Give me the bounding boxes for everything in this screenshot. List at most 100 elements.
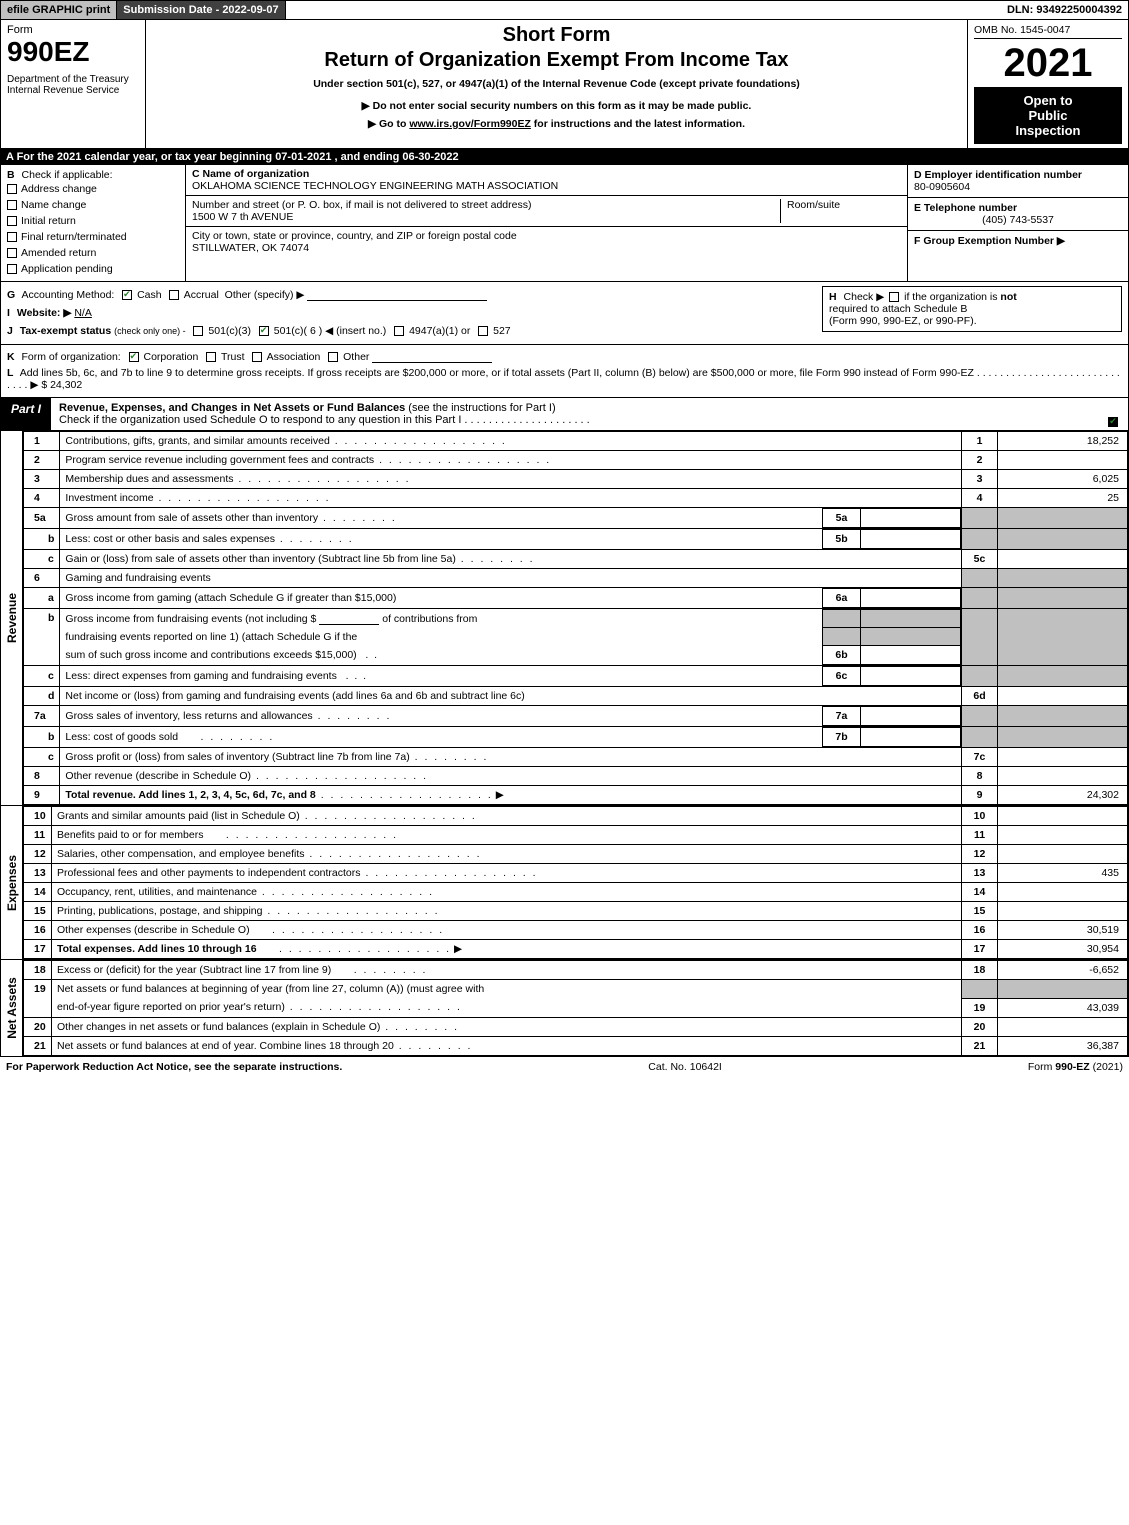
section-k-l: K Form of organization: Corporation Trus… — [0, 345, 1129, 398]
line-7c: cGross profit or (loss) from sales of in… — [24, 748, 1128, 767]
room-block: Room/suite — [781, 199, 901, 223]
expenses-gutter: Expenses — [1, 806, 23, 959]
schedule-o-check — [1098, 398, 1128, 430]
section-b-title: B Check if applicable: — [7, 169, 179, 181]
top-bar: efile GRAPHIC print Submission Date - 20… — [0, 0, 1129, 20]
city-block: City or town, state or province, country… — [186, 227, 907, 257]
org-name-block: C Name of organization OKLAHOMA SCIENCE … — [186, 165, 907, 196]
checkbox-icon[interactable] — [7, 264, 17, 274]
h-line3: (Form 990, 990-EZ, or 990-PF). — [829, 315, 977, 327]
section-d: D Employer identification number 80-0905… — [908, 165, 1128, 198]
expenses-table: 10Grants and similar amounts paid (list … — [23, 806, 1128, 959]
contributions-blank[interactable] — [319, 624, 379, 625]
section-a-bar: A For the 2021 calendar year, or tax yea… — [0, 149, 1129, 165]
check-address-change: Address change — [7, 181, 179, 197]
c-name-label: C Name of organization — [192, 168, 309, 180]
line-15: 15Printing, publications, postage, and s… — [24, 902, 1128, 921]
f-label: F Group Exemption Number ▶ — [914, 235, 1065, 247]
net-assets-gutter: Net Assets — [1, 960, 23, 1056]
line-14: 14Occupancy, rent, utilities, and mainte… — [24, 883, 1128, 902]
line-16: 16Other expenses (describe in Schedule O… — [24, 921, 1128, 940]
under-section-text: Under section 501(c), 527, or 4947(a)(1)… — [152, 78, 961, 90]
footer-right: Form 990-EZ (2021) — [1028, 1061, 1123, 1073]
revenue-section: Revenue 1Contributions, gifts, grants, a… — [0, 431, 1129, 806]
net-assets-vert-label: Net Assets — [5, 977, 19, 1039]
footer-mid: Cat. No. 10642I — [648, 1061, 722, 1073]
line-7b: bLess: cost of goods sold 7b — [24, 727, 1128, 748]
goto-pre: ▶ Go to — [368, 118, 409, 130]
line-20: 20Other changes in net assets or fund ba… — [24, 1017, 1128, 1036]
checkbox-other-icon[interactable] — [328, 352, 338, 362]
net-assets-section: Net Assets 18Excess or (deficit) for the… — [0, 960, 1129, 1057]
page-footer: For Paperwork Reduction Act Notice, see … — [0, 1057, 1129, 1077]
goto-line: ▶ Go to www.irs.gov/Form990EZ for instru… — [152, 118, 961, 130]
open-to-public-box: Open to Public Inspection — [974, 87, 1122, 144]
short-form-title: Short Form — [152, 24, 961, 47]
section-c: C Name of organization OKLAHOMA SCIENCE … — [186, 165, 908, 281]
checkbox-501c-icon[interactable] — [259, 326, 269, 336]
checkbox-icon[interactable] — [889, 292, 899, 302]
goto-post: for instructions and the latest informat… — [531, 118, 745, 130]
checkbox-cash-icon[interactable] — [122, 290, 132, 300]
footer-left: For Paperwork Reduction Act Notice, see … — [6, 1061, 342, 1073]
revenue-gutter: Revenue — [1, 431, 23, 805]
check-application-pending: Application pending — [7, 261, 179, 277]
line-6d: dNet income or (loss) from gaming and fu… — [24, 687, 1128, 706]
line-19b: end-of-year figure reported on prior yea… — [24, 998, 1128, 1017]
efile-label: efile GRAPHIC print — [1, 1, 117, 19]
street-row: Number and street (or P. O. box, if mail… — [186, 196, 907, 227]
room-label: Room/suite — [787, 199, 840, 211]
line-7a: 7aGross sales of inventory, less returns… — [24, 706, 1128, 727]
checkbox-accrual-icon[interactable] — [169, 290, 179, 300]
line-18: 18Excess or (deficit) for the year (Subt… — [24, 961, 1128, 980]
section-k: K Form of organization: Corporation Trus… — [7, 349, 1122, 365]
open-line3: Inspection — [976, 123, 1120, 138]
form-id-cell: Form 990EZ Department of the Treasury In… — [1, 20, 146, 148]
website-value: N/A — [74, 307, 374, 319]
gross-receipts-amount: 24,302 — [50, 379, 82, 391]
submission-date: Submission Date - 2022-09-07 — [117, 1, 285, 19]
checkbox-icon[interactable] — [7, 232, 17, 242]
h-not: not — [1000, 291, 1016, 303]
check-final-return: Final return/terminated — [7, 229, 179, 245]
open-line1: Open to — [976, 93, 1120, 108]
checkbox-icon[interactable] — [7, 200, 17, 210]
department-label: Department of the Treasury Internal Reve… — [7, 74, 139, 96]
checkbox-4947-icon[interactable] — [394, 326, 404, 336]
checkbox-icon[interactable] — [7, 184, 17, 194]
checkbox-icon[interactable] — [7, 248, 17, 258]
line-6a: aGross income from gaming (attach Schedu… — [24, 588, 1128, 609]
line-6: 6Gaming and fundraising events — [24, 569, 1128, 588]
line-21: 21Net assets or fund balances at end of … — [24, 1036, 1128, 1055]
check-name-change: Name change — [7, 197, 179, 213]
city-label: City or town, state or province, country… — [192, 230, 517, 242]
form-header: Form 990EZ Department of the Treasury In… — [0, 20, 1129, 149]
other-blank[interactable] — [307, 300, 487, 301]
part-i-label: Part I — [1, 398, 51, 430]
checkbox-501c3-icon[interactable] — [193, 326, 203, 336]
street-label: Number and street (or P. O. box, if mail… — [192, 199, 531, 211]
checkbox-corporation-icon[interactable] — [129, 352, 139, 362]
checkbox-527-icon[interactable] — [478, 326, 488, 336]
street-value: 1500 W 7 th AVENUE — [192, 211, 293, 223]
check-initial-return: Initial return — [7, 213, 179, 229]
other-blank[interactable] — [372, 362, 492, 363]
line-4: 4Investment income425 — [24, 489, 1128, 508]
checkbox-schedule-o-icon[interactable] — [1108, 417, 1118, 427]
section-l: L Add lines 5b, 6c, and 7b to line 9 to … — [7, 365, 1122, 393]
checkbox-icon[interactable] — [7, 216, 17, 226]
section-b: B Check if applicable: Address change Na… — [1, 165, 186, 281]
section-h: H Check ▶ if the organization is not req… — [822, 286, 1122, 332]
checkbox-association-icon[interactable] — [252, 352, 262, 362]
street-block: Number and street (or P. O. box, if mail… — [192, 199, 781, 223]
revenue-table: 1Contributions, gifts, grants, and simil… — [23, 431, 1128, 805]
goto-link[interactable]: www.irs.gov/Form990EZ — [409, 118, 531, 130]
line-5c: cGain or (loss) from sale of assets othe… — [24, 550, 1128, 569]
checkbox-trust-icon[interactable] — [206, 352, 216, 362]
section-d-e-f: D Employer identification number 80-0905… — [908, 165, 1128, 281]
year-cell: OMB No. 1545-0047 2021 Open to Public In… — [968, 20, 1128, 148]
ein-value: 80-0905604 — [914, 181, 970, 193]
main-title: Return of Organization Exempt From Incom… — [152, 49, 961, 72]
part-i-title: Revenue, Expenses, and Changes in Net As… — [51, 398, 1098, 430]
revenue-vert-label: Revenue — [5, 593, 19, 643]
